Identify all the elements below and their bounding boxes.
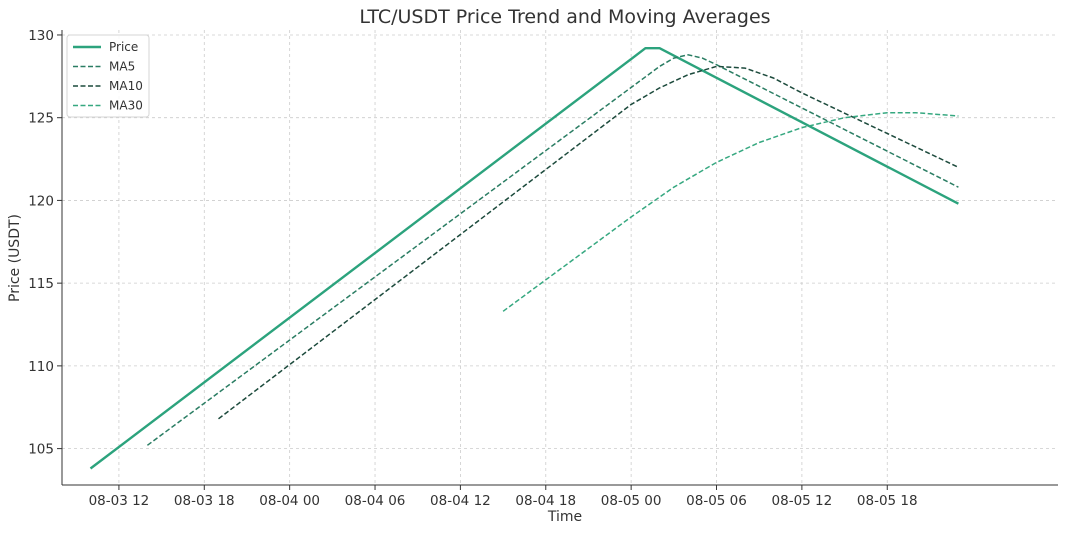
x-tick-label: 08-05 06 bbox=[686, 493, 747, 509]
x-tick-label: 08-04 06 bbox=[345, 493, 406, 509]
chart-title: LTC/USDT Price Trend and Moving Averages bbox=[359, 6, 770, 28]
legend-label-price: Price bbox=[109, 40, 138, 54]
x-ticks: 08-03 12 08-03 18 08-04 00 08-04 06 08-04 12… bbox=[89, 485, 918, 509]
x-tick-label: 08-03 12 bbox=[89, 493, 150, 509]
x-tick-label: 08-03 18 bbox=[174, 493, 235, 509]
x-tick-label: 08-05 00 bbox=[601, 493, 662, 509]
series-line-ma30 bbox=[502, 111, 959, 312]
series-lines bbox=[89, 47, 959, 470]
x-tick-label: 08-04 18 bbox=[515, 493, 576, 509]
y-tick-label: 125 bbox=[28, 111, 54, 127]
legend-label-ma30: MA30 bbox=[109, 99, 143, 113]
y-tick-label: 130 bbox=[28, 28, 54, 44]
y-axis-label: Price (USDT) bbox=[7, 214, 23, 302]
x-axis-label: Time bbox=[547, 509, 582, 525]
x-tick-label: 08-05 12 bbox=[772, 493, 833, 509]
axes bbox=[61, 30, 1058, 486]
y-tick-label: 105 bbox=[28, 442, 54, 458]
series-line-price bbox=[89, 47, 959, 470]
series-line-ma5 bbox=[146, 54, 959, 446]
y-ticks: 105 110 115 120 125 130 bbox=[28, 28, 62, 458]
series-line-ma10 bbox=[218, 65, 959, 420]
x-tick-label: 08-05 18 bbox=[857, 493, 918, 509]
legend-label-ma5: MA5 bbox=[109, 60, 135, 74]
y-tick-label: 120 bbox=[28, 193, 54, 209]
grid bbox=[62, 30, 1058, 485]
legend: Price MA5 MA10 MA30 bbox=[66, 34, 150, 118]
legend-label-ma10: MA10 bbox=[109, 79, 143, 93]
x-tick-label: 08-04 00 bbox=[259, 493, 320, 509]
y-tick-label: 110 bbox=[28, 359, 54, 375]
y-tick-label: 115 bbox=[28, 276, 54, 292]
legend-box bbox=[66, 34, 150, 118]
x-tick-label: 08-04 12 bbox=[430, 493, 491, 509]
